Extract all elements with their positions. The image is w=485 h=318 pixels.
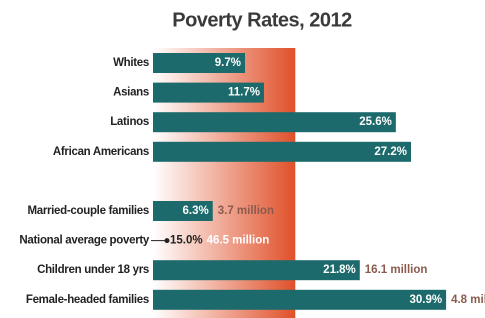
value-label: 6.3% — [183, 205, 209, 217]
bar — [153, 82, 264, 103]
bar — [153, 289, 447, 310]
value-label: 9.7% — [215, 57, 241, 69]
chart-title: Poverty Rates, 2012 — [172, 9, 352, 31]
value-label: 30.9% — [409, 294, 442, 306]
value-label: 21.8% — [323, 264, 356, 276]
category-label: Female-headed families — [26, 294, 149, 306]
value-label: 11.7% — [228, 87, 260, 99]
bar — [153, 141, 412, 162]
average-marker — [164, 238, 170, 244]
bar — [153, 53, 246, 73]
secondary-label: 3.7 million — [218, 205, 274, 217]
category-label: National average poverty — [19, 235, 149, 247]
secondary-label: 4.8 million — [451, 294, 485, 306]
bar — [153, 201, 213, 221]
category-label: Whites — [113, 57, 149, 69]
category-label: Asians — [113, 87, 149, 99]
category-label: Children under 18 yrs — [37, 264, 149, 276]
category-label: Married-couple families — [27, 205, 149, 217]
value-label: 15.0% — [170, 235, 203, 247]
category-label: African Americans — [53, 146, 149, 158]
value-label: 27.2% — [374, 146, 407, 158]
bar — [153, 260, 360, 281]
secondary-label: 46.5 million — [207, 235, 270, 247]
value-label: 25.6% — [359, 116, 392, 128]
category-label: Latinos — [110, 116, 149, 128]
secondary-label: 16.1 million — [365, 264, 428, 276]
bar — [153, 112, 396, 133]
